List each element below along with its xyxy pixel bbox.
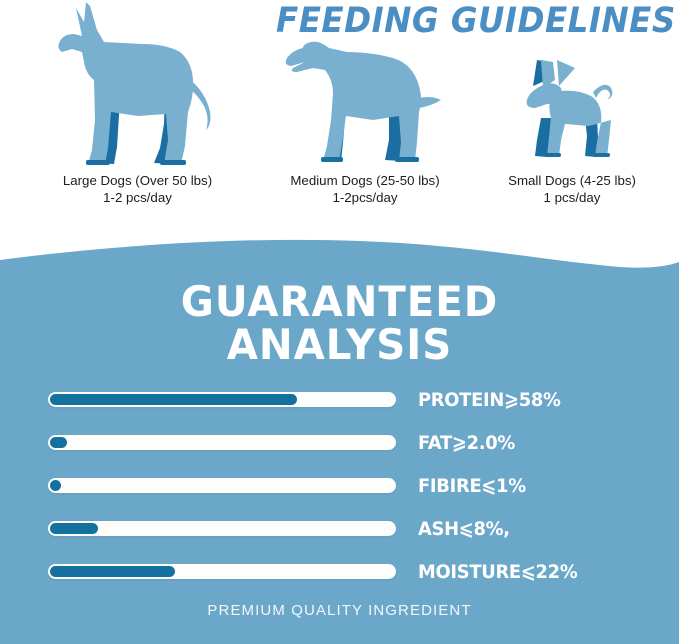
feeding-caption-large: Large Dogs (Over 50 lbs) 1-2 pcs/day <box>0 172 275 206</box>
dog-size-label-large: Large Dogs (Over 50 lbs) <box>62 173 213 188</box>
feeding-column-small: Small Dogs (4-25 lbs) 1 pcs/day <box>465 0 679 206</box>
feeding-caption-medium: Medium Dogs (25-50 lbs) 1-2pcs/day <box>265 172 465 206</box>
feeding-column-large: Large Dogs (Over 50 lbs) 1-2 pcs/day <box>0 0 275 206</box>
analysis-label-protein: PROTEIN⩾58% <box>418 388 561 411</box>
labrador-silhouette-icon <box>265 0 465 172</box>
progress-fill-ash <box>50 523 99 534</box>
feeding-guidelines-title: FEEDING GUIDELINES <box>276 1 676 41</box>
analysis-label-fibire: FIBIRE⩽1% <box>418 474 526 497</box>
progress-fill-moisture <box>50 566 175 577</box>
feeding-column-medium: Medium Dogs (25-50 lbs) 1-2pcs/day <box>265 0 465 206</box>
chihuahua-silhouette-icon <box>465 0 679 172</box>
feeding-guidelines-section: FEEDING GUIDELINES Large Dogs (O <box>0 0 679 250</box>
progress-track-moisture <box>48 564 396 579</box>
analysis-label-ash: ASH⩽8%, <box>418 517 510 540</box>
dog-portion-medium: 1-2pcs/day <box>332 190 398 205</box>
progress-fill-fibire <box>50 480 61 491</box>
analysis-label-moisture: MOISTURE⩽22% <box>418 560 578 583</box>
analysis-bar-list: PROTEIN⩾58% FAT⩾2.0% FIBIRE⩽1% <box>0 378 679 593</box>
dog-size-label-medium: Medium Dogs (25-50 lbs) <box>290 173 440 188</box>
analysis-title: GUARANTEED ANALYSIS <box>14 280 666 366</box>
progress-track-protein <box>48 392 396 407</box>
dog-portion-small: 1 pcs/day <box>543 190 601 205</box>
great-dane-silhouette-icon <box>0 0 275 172</box>
dog-portion-large: 1-2 pcs/day <box>103 190 172 205</box>
analysis-title-line1: GUARANTEED <box>180 277 499 326</box>
analysis-row-protein: PROTEIN⩾58% <box>0 378 679 421</box>
analysis-row-ash: ASH⩽8%, <box>0 507 679 550</box>
analysis-row-moisture: MOISTURE⩽22% <box>0 550 679 593</box>
feeding-caption-small: Small Dogs (4-25 lbs) 1 pcs/day <box>465 172 679 206</box>
premium-quality-note: PREMIUM QUALITY INGREDIENT <box>207 602 472 619</box>
progress-track-fat <box>48 435 396 450</box>
analysis-title-line2: ANALYSIS <box>226 320 453 369</box>
progress-fill-protein <box>50 394 297 405</box>
progress-track-fibire <box>48 478 396 493</box>
analysis-label-fat: FAT⩾2.0% <box>418 431 516 454</box>
analysis-row-fat: FAT⩾2.0% <box>0 421 679 464</box>
guaranteed-analysis-section: GUARANTEED ANALYSIS PROTEIN⩾58% FAT⩾2.0% <box>0 230 679 644</box>
progress-track-ash <box>48 521 396 536</box>
analysis-row-fibire: FIBIRE⩽1% <box>0 464 679 507</box>
dog-size-label-small: Small Dogs (4-25 lbs) <box>508 173 636 188</box>
progress-fill-fat <box>50 437 67 448</box>
